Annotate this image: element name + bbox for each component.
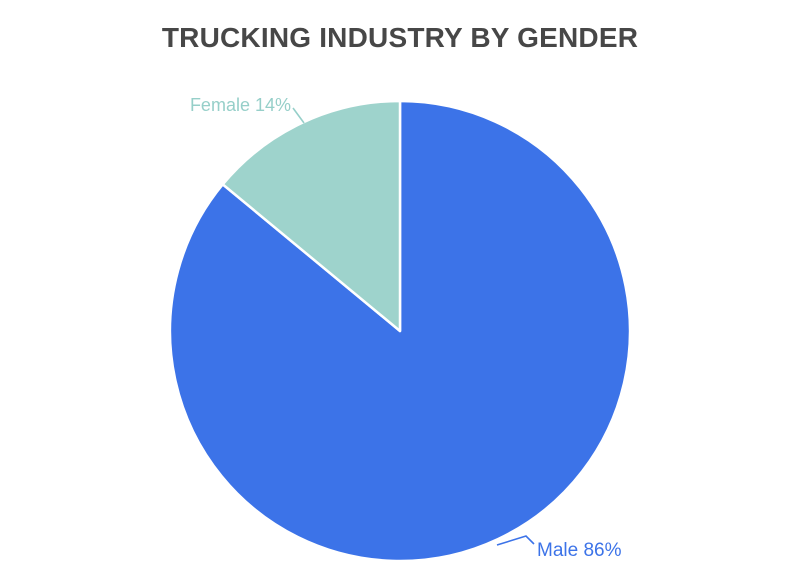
slice-label-female: Female 14%: [190, 95, 291, 115]
pie-slice-female[interactable]: [221, 99, 402, 333]
leader-line-male: [496, 535, 535, 546]
leader-line-female: [292, 107, 305, 124]
chart-title: TRUCKING INDUSTRY BY GENDER: [161, 22, 639, 53]
slice-label-male: Male 86%: [537, 540, 622, 561]
